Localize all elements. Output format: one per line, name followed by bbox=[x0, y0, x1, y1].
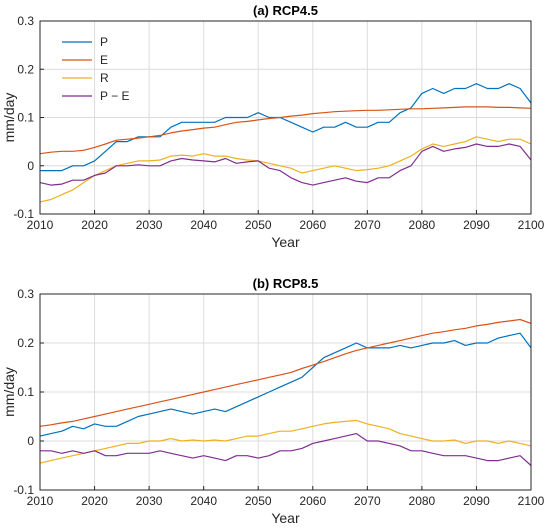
series-line-p-e bbox=[40, 433, 532, 466]
series-line-p bbox=[39, 332, 532, 437]
series-line-e bbox=[39, 106, 532, 155]
x-tick-label: 2090 bbox=[463, 494, 490, 508]
x-axis-label: Year bbox=[271, 510, 300, 526]
x-tick-label: 2080 bbox=[409, 494, 436, 508]
x-tick-label: 2020 bbox=[81, 218, 108, 232]
x-tick-label: 2100 bbox=[518, 218, 545, 232]
x-tick-label: 2070 bbox=[354, 218, 381, 232]
x-tick-label: 2050 bbox=[245, 218, 272, 232]
legend-label: R bbox=[100, 71, 109, 85]
y-tick-label: -0.1 bbox=[13, 483, 34, 497]
series-line-r bbox=[39, 419, 532, 464]
y-tick-label: 0.3 bbox=[17, 287, 34, 301]
y-tick-label: 0.2 bbox=[17, 336, 34, 350]
x-tick-label: 2060 bbox=[299, 494, 326, 508]
legend: PER P − E bbox=[62, 35, 129, 103]
x-tick-label: 2030 bbox=[136, 218, 163, 232]
legend-label: P bbox=[100, 35, 108, 49]
x-tick-label: 2100 bbox=[518, 494, 545, 508]
legend-label: E bbox=[100, 53, 108, 67]
chart-panel-b: 2010 2020 2030 2040 2050 2060 2070 2080 2090 2100… bbox=[1, 276, 545, 526]
x-tick-label: 2050 bbox=[245, 494, 272, 508]
x-axis-label: Year bbox=[271, 234, 300, 250]
y-tick-label: 0 bbox=[27, 434, 34, 448]
y-tick-label: 0.1 bbox=[17, 385, 34, 399]
y-tick-label: -0.1 bbox=[13, 207, 34, 221]
y-tick-label: 0.3 bbox=[17, 14, 34, 28]
x-tick-label: 2020 bbox=[81, 494, 108, 508]
x-tick-label: 2010 bbox=[27, 218, 54, 232]
x-tick-label: 2070 bbox=[354, 494, 381, 508]
y-tick-label: 0.1 bbox=[17, 111, 34, 125]
chart-panel-a: 2010 2020 2030 2040 2050 2060 2070 2080 2090 2100… bbox=[1, 3, 545, 250]
y-tick-label: 0 bbox=[27, 159, 34, 173]
legend-label: P − E bbox=[100, 89, 129, 103]
series-line-r bbox=[39, 136, 532, 203]
x-tick-label: 2060 bbox=[299, 218, 326, 232]
x-tick-label: 2030 bbox=[136, 494, 163, 508]
x-tick-label: 2040 bbox=[190, 218, 217, 232]
y-tick-label: 0.2 bbox=[17, 62, 34, 76]
x-tick-label: 2090 bbox=[463, 218, 490, 232]
chart-title: (a) RCP4.5 bbox=[253, 3, 318, 18]
y-axis-label: mm/day bbox=[1, 93, 17, 143]
x-tick-label: 2010 bbox=[27, 494, 54, 508]
series-line-e bbox=[39, 318, 532, 427]
chart-title: (b) RCP8.5 bbox=[253, 276, 319, 291]
series-line-p bbox=[40, 83, 532, 172]
y-axis-label: mm/day bbox=[1, 367, 17, 417]
series-line-p-e bbox=[39, 143, 532, 186]
x-tick-label: 2080 bbox=[409, 218, 436, 232]
x-tick-label: 2040 bbox=[190, 494, 217, 508]
